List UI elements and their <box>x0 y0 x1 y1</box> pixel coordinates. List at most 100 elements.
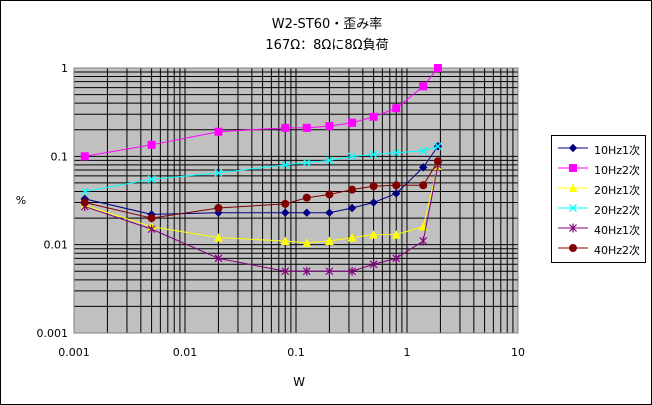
data-point <box>214 168 223 177</box>
data-point <box>214 233 223 242</box>
data-point <box>392 181 401 190</box>
data-point <box>281 266 290 276</box>
x-tick-label: 0.1 <box>287 346 305 359</box>
y-tick-label: 0.1 <box>51 150 69 163</box>
legend-item: 20Hz2次 <box>556 200 646 218</box>
data-point <box>392 104 401 113</box>
data-point <box>214 253 223 263</box>
grid <box>73 67 519 334</box>
data-point <box>281 160 290 169</box>
data-point <box>433 142 442 151</box>
data-point <box>419 236 428 246</box>
data-point <box>302 266 311 276</box>
data-point <box>325 190 334 199</box>
legend-label: 10Hz2次 <box>594 164 641 177</box>
chart-subtitle: 167Ω：8Ωに8Ω負荷 <box>265 38 388 53</box>
legend-label: 40Hz1次 <box>594 224 641 237</box>
data-point <box>348 185 357 194</box>
data-point <box>369 182 378 191</box>
legend-swatch <box>558 143 588 153</box>
x-tick-label: 0.001 <box>58 346 90 359</box>
legend-swatch <box>558 164 588 172</box>
legend-item: 40Hz2次 <box>556 240 646 258</box>
data-point <box>302 238 312 247</box>
series-2 <box>80 64 442 161</box>
legend-swatch-marker <box>569 164 577 172</box>
legend-label: 20Hz1次 <box>594 184 641 197</box>
data-point <box>369 112 378 121</box>
data-point <box>325 122 334 131</box>
data-point <box>214 127 223 136</box>
legend-swatch <box>558 183 588 192</box>
legend-label: 20Hz2次 <box>594 204 641 217</box>
legend-swatch <box>558 244 588 252</box>
data-point <box>369 229 378 239</box>
data-point <box>147 214 156 223</box>
legend-label: 40Hz2次 <box>594 244 641 257</box>
data-point <box>80 152 89 161</box>
data-point <box>348 152 357 161</box>
plot-border <box>73 67 519 334</box>
legend-item: 10Hz1次 <box>556 140 646 158</box>
legend-swatch <box>558 204 588 212</box>
legend-swatch-marker <box>569 223 577 233</box>
data-point <box>369 150 378 159</box>
y-tick-label: 1 <box>61 62 68 75</box>
x-tick-label: 1 <box>404 346 411 359</box>
legend-swatch-marker <box>568 183 578 192</box>
legend-item: 40Hz1次 <box>556 220 646 238</box>
data-point <box>302 208 311 217</box>
data-point <box>280 236 290 246</box>
data-point <box>347 203 357 213</box>
x-axis-label: W <box>293 375 305 389</box>
data-point <box>433 157 442 166</box>
legend-label: 10Hz1次 <box>594 144 641 157</box>
data-point <box>419 147 428 155</box>
series-6 <box>80 157 442 223</box>
series-4 <box>80 142 442 196</box>
data-point <box>348 118 357 127</box>
y-tick-label: 0.001 <box>37 327 69 340</box>
data-point <box>325 208 334 217</box>
data-point <box>392 253 401 263</box>
data-point <box>419 82 428 91</box>
data-point <box>147 175 156 184</box>
data-point <box>147 140 156 149</box>
data-point <box>302 193 311 202</box>
x-tick-label: 10 <box>511 346 525 359</box>
data-point <box>80 187 89 196</box>
chart-title: W2-ST60・歪み率 <box>272 16 383 32</box>
series-5 <box>80 160 442 276</box>
data-point <box>147 224 156 234</box>
legend: 10Hz1次 10Hz2次 20Hz1次 20Hz2次 40Hz1次 40Hz2次 <box>551 135 646 263</box>
data-point <box>391 229 401 239</box>
data-point <box>433 64 442 72</box>
legend-swatch-marker <box>568 143 578 153</box>
tick-labels: 0.001 0.01 0.1 1 10 0.001 0.01 0.1 1 <box>37 62 526 359</box>
legend-item: 20Hz1次 <box>556 180 646 198</box>
data-point <box>392 189 401 198</box>
data-point <box>369 198 378 207</box>
data-point <box>214 204 223 213</box>
data-point <box>325 236 334 246</box>
legend-item: 10Hz2次 <box>556 160 646 178</box>
data-point <box>419 163 428 172</box>
data-point <box>302 123 311 132</box>
data-point <box>325 266 334 276</box>
series-layer <box>80 64 443 276</box>
data-point <box>302 158 311 167</box>
data-point <box>281 199 290 208</box>
y-tick-label: 0.01 <box>44 239 69 252</box>
legend-swatch <box>558 223 588 233</box>
data-point <box>419 181 428 190</box>
y-axis-label: % <box>16 194 26 207</box>
legend-swatch-marker <box>569 204 577 212</box>
data-point <box>418 222 428 231</box>
data-point <box>80 198 89 207</box>
data-point <box>348 266 356 276</box>
legend-swatch-marker <box>569 244 577 252</box>
x-tick-label: 0.01 <box>173 346 198 359</box>
data-point <box>325 156 334 165</box>
data-point <box>281 208 290 217</box>
